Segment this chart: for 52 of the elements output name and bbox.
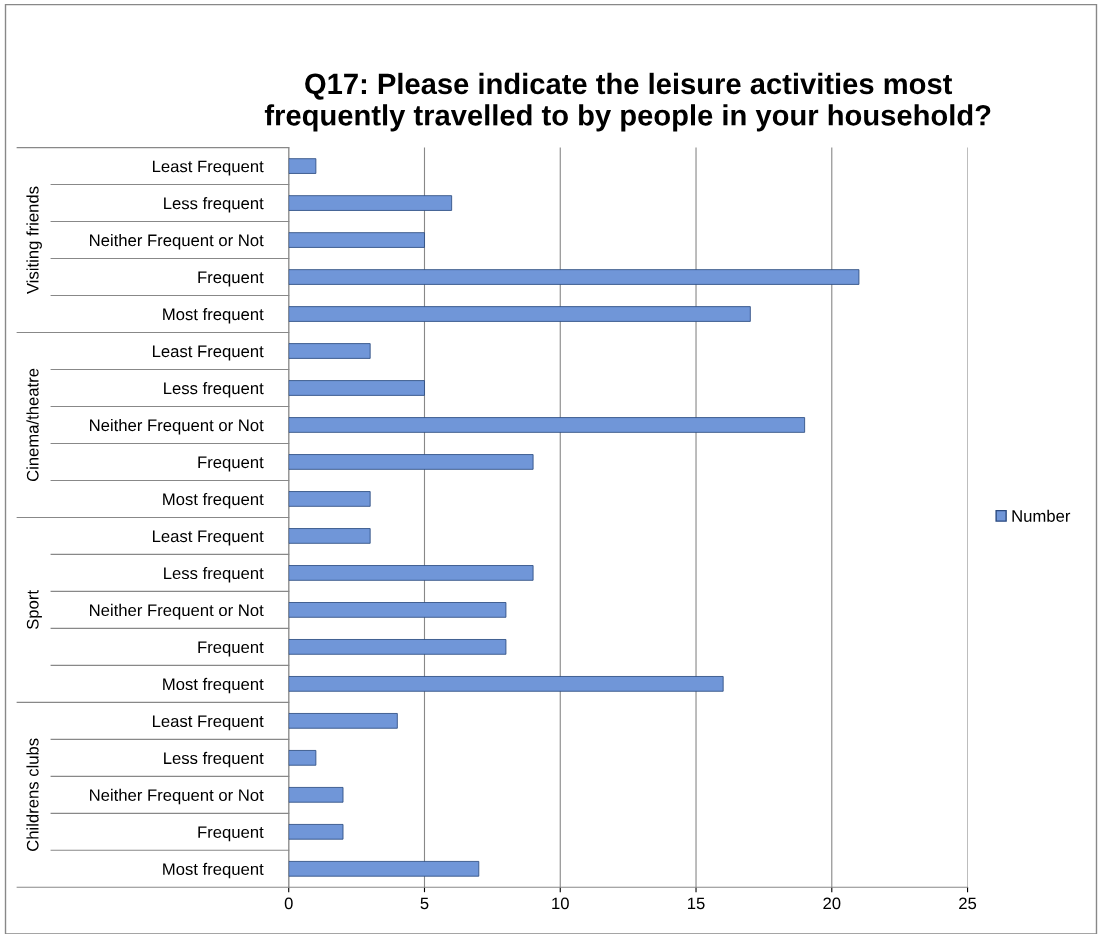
y-tick-label: Frequent: [198, 826, 264, 842]
bar: [288, 565, 534, 581]
text: Sport: [26, 590, 42, 630]
y-tick-label: Frequent: [198, 456, 264, 472]
y-tick-label: Least Frequent: [152, 530, 264, 546]
bar: [288, 676, 724, 692]
bar: [288, 824, 344, 840]
x-tick-label: 0: [284, 897, 293, 910]
x-tick-label: 10: [552, 897, 569, 910]
bar: [288, 454, 534, 470]
y-tick-label: Less frequent: [164, 566, 264, 583]
x-tick-label: 25: [959, 897, 977, 910]
text: Visiting friends: [26, 186, 42, 295]
y-tick-label: Neither Frequent or Not: [90, 788, 264, 805]
y-tick-label: Less frequent: [164, 751, 264, 768]
bar: [288, 380, 425, 396]
bar: [288, 269, 860, 285]
bar: [288, 306, 751, 322]
bar: [288, 602, 507, 618]
bar: [288, 417, 806, 433]
bar: [288, 713, 398, 729]
text: Childrens clubs: [26, 738, 39, 851]
y-tick-label: Least Frequent: [152, 160, 264, 176]
bar: [288, 232, 425, 248]
y-tick-label: Frequent: [198, 271, 264, 287]
legend-label: Number: [1012, 509, 1071, 522]
y-tick-label: Most frequent: [163, 492, 264, 509]
bar: [288, 750, 317, 766]
text: Cinema/theatre: [26, 368, 39, 482]
y-tick-label: Most frequent: [163, 307, 264, 324]
bar: [288, 787, 344, 803]
y-tick-label: Most frequent: [163, 677, 264, 694]
y-tick-label: Neither Frequent or Not: [90, 603, 264, 620]
chart-title: Q17: Please indicate the leisure activities most frequently travelled to by people in your household?: [264, 72, 991, 132]
bar: [288, 491, 371, 507]
y-tick-label: Most frequent: [163, 862, 264, 879]
bar: [288, 639, 507, 655]
x-tick-label: 5: [420, 897, 429, 910]
y-tick-label: Least Frequent: [152, 715, 264, 731]
bar: [288, 343, 371, 359]
x-tick-label: 20: [823, 897, 841, 910]
bar: [288, 195, 453, 211]
y-tick-label: Neither Frequent or Not: [90, 418, 264, 435]
bar: [288, 158, 317, 174]
y-tick-label: Neither Frequent or Not: [90, 234, 264, 250]
bar: [288, 528, 371, 544]
y-tick-label: Less frequent: [164, 381, 264, 398]
x-tick-label: 15: [688, 897, 705, 910]
y-tick-label: Frequent: [198, 641, 264, 657]
y-tick-label: Less frequent: [164, 197, 264, 213]
y-tick-label: Least Frequent: [152, 345, 264, 361]
bar: [288, 860, 480, 877]
